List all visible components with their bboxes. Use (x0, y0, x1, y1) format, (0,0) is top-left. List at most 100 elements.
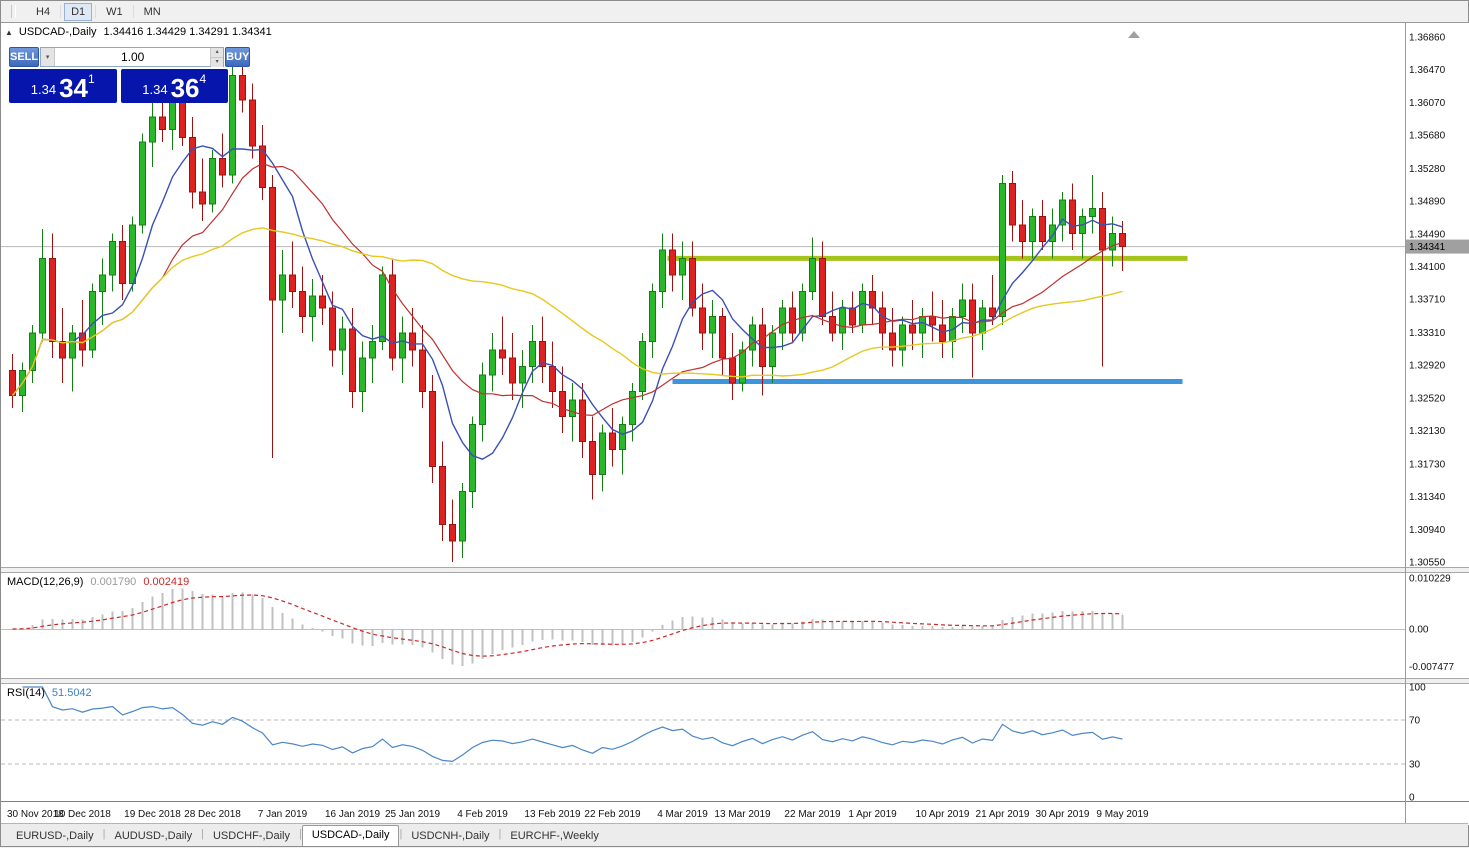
ma-16-line (12, 162, 1123, 417)
price-tick-label: 1.34890 (1409, 196, 1446, 207)
price-tick-label: 1.32130 (1409, 426, 1446, 437)
date-label: 4 Feb 2019 (457, 809, 508, 820)
price-tick-label: 1.33710 (1409, 295, 1446, 306)
chart-shift-marker-icon[interactable] (1128, 31, 1140, 38)
volume-dropdown-icon[interactable]: ▾ (41, 48, 56, 66)
price-tick-label: 1.36860 (1409, 33, 1446, 44)
rsi-line (22, 686, 1123, 763)
period-button-h4[interactable]: H4 (29, 3, 57, 21)
chart-tab-bar: EURUSD-,Daily | AUDUSD-,Daily | USDCHF-,Dail… (1, 823, 1468, 846)
tab-eurchf-weekly[interactable]: EURCHF-,Weekly (510, 830, 599, 842)
price-tick-label: 1.35680 (1409, 131, 1446, 142)
rsi-indicator-label: RSI(14) 51.5042 (7, 687, 92, 699)
date-label: 13 Feb 2019 (524, 809, 581, 820)
price-scale[interactable]: 1.36860 1.36470 1.36070 1.35680 1.35280 1.348… (1409, 33, 1446, 569)
macd-main-value: 0.001790 (90, 576, 137, 588)
date-label: 19 Dec 2018 (124, 809, 181, 820)
toolbar-grip[interactable] (11, 5, 16, 18)
date-label: 22 Mar 2019 (784, 809, 841, 820)
rsi-value: 51.5042 (51, 687, 92, 699)
price-tick-label: 1.30550 (1409, 558, 1446, 569)
sell-price-sup: 1 (88, 72, 95, 86)
buy-price-sup: 4 (199, 72, 207, 86)
date-label: 30 Nov 2018 (7, 809, 64, 820)
rsi-levels (1, 719, 1405, 765)
chart-symbol-label: USDCAD-,Daily (18, 26, 97, 38)
buy-price-prefix: 1.34 (142, 82, 168, 97)
date-label: 21 Apr 2019 (976, 809, 1030, 820)
toolbar-separator (95, 5, 97, 18)
date-label: 13 Mar 2019 (714, 809, 771, 820)
date-label: 22 Feb 2019 (584, 809, 641, 820)
date-label: 4 Mar 2019 (657, 809, 708, 820)
trade-prices-row: 1.34 34 1 1.34 36 4 (9, 69, 228, 103)
date-label: 25 Jan 2019 (385, 809, 440, 820)
sell-price-display[interactable]: 1.34 34 1 (9, 69, 117, 103)
rsi-panel-splitter[interactable] (1, 678, 1469, 684)
date-label: 1 Apr 2019 (848, 809, 897, 820)
tab-separator: | (298, 828, 302, 840)
candlestick-layer (9, 54, 1126, 562)
sell-price-main: 34 (59, 73, 89, 103)
rsi-scale-label: 70 (1409, 716, 1421, 727)
tab-usdcnh-daily[interactable]: USDCNH-,Daily (411, 830, 490, 842)
price-tick-label: 1.32520 (1409, 394, 1446, 405)
price-tick-label: 1.34490 (1409, 230, 1446, 241)
volume-input[interactable] (55, 48, 211, 66)
rsi-name: RSI(14) (7, 687, 45, 699)
date-label: 16 Jan 2019 (325, 809, 380, 820)
sell-button[interactable]: SELL (9, 47, 40, 67)
macd-panel-splitter[interactable] (1, 567, 1469, 573)
period-button-mn[interactable]: MN (137, 3, 168, 21)
period-button-d1[interactable]: D1 (64, 2, 93, 21)
one-click-collapse-icon[interactable]: ▲ (5, 27, 13, 37)
tab-usdcad-daily[interactable]: USDCAD-,Daily (301, 825, 400, 846)
buy-button[interactable]: BUY (225, 47, 251, 67)
svg-text:1.34341: 1.34341 (1409, 242, 1446, 253)
macd-scale-label: -0.007477 (1409, 662, 1454, 673)
one-click-trading-panel: SELL ▾ ▴ ▾ BUY 1.34 34 1 1.34 36 4 (9, 47, 251, 103)
volume-field: ▾ ▴ ▾ (40, 47, 225, 67)
price-tick-label: 1.31730 (1409, 459, 1446, 470)
volume-decrease-icon[interactable]: ▾ (211, 57, 224, 67)
toolbar-separator (60, 5, 62, 18)
tab-eurusd-daily[interactable]: EURUSD-,Daily (16, 830, 94, 842)
volume-spinner: ▴ ▾ (210, 48, 224, 67)
moving-averages-layer (11, 145, 1123, 460)
ma-40-line (11, 227, 1123, 397)
trade-controls-row: SELL ▾ ▴ ▾ BUY (9, 47, 251, 67)
price-tick-label: 1.35280 (1409, 164, 1446, 175)
period-button-w1[interactable]: W1 (99, 3, 130, 21)
macd-name: MACD(12,26,9) (7, 576, 84, 588)
price-tick-label: 1.36070 (1409, 98, 1446, 109)
date-label: 7 Jan 2019 (258, 809, 308, 820)
volume-increase-icon[interactable]: ▴ (211, 48, 224, 57)
price-tick-label: 1.34100 (1409, 262, 1446, 273)
tab-separator: | (102, 828, 106, 840)
tab-usdchf-daily[interactable]: USDCHF-,Daily (212, 830, 290, 842)
chart-ohlc-values: 1.34416 1.34429 1.34291 1.34341 (103, 26, 272, 38)
buy-price-display[interactable]: 1.34 36 4 (120, 69, 228, 103)
timeframe-toolbar: H4 D1 W1 MN (1, 1, 1468, 22)
macd-signal-value: 0.002419 (143, 576, 190, 588)
price-tick-label: 1.33310 (1409, 328, 1446, 339)
rsi-scale-label: 0 (1409, 793, 1415, 804)
macd-scale: 0.010229 0.00 -0.007477 (1409, 573, 1454, 673)
trendlines-layer (667, 255, 1188, 384)
date-label: 30 Apr 2019 (1036, 809, 1090, 820)
price-tick-label: 1.36470 (1409, 65, 1446, 76)
date-label: 9 May 2019 (1096, 809, 1149, 820)
macd-signal-line (12, 594, 1123, 657)
date-label: 28 Dec 2018 (184, 809, 241, 820)
price-tick-label: 1.31340 (1409, 492, 1446, 503)
macd-scale-label: 0.010229 (1409, 573, 1451, 584)
price-tick-label: 1.32920 (1409, 360, 1446, 371)
tab-audusd-daily[interactable]: AUDUSD-,Daily (114, 830, 193, 842)
toolbar-separator (132, 5, 134, 18)
macd-histogram (11, 588, 1124, 667)
rsi-scale-label: 100 (1409, 683, 1426, 694)
period-buttons-group: H4 D1 W1 MN (28, 2, 169, 21)
